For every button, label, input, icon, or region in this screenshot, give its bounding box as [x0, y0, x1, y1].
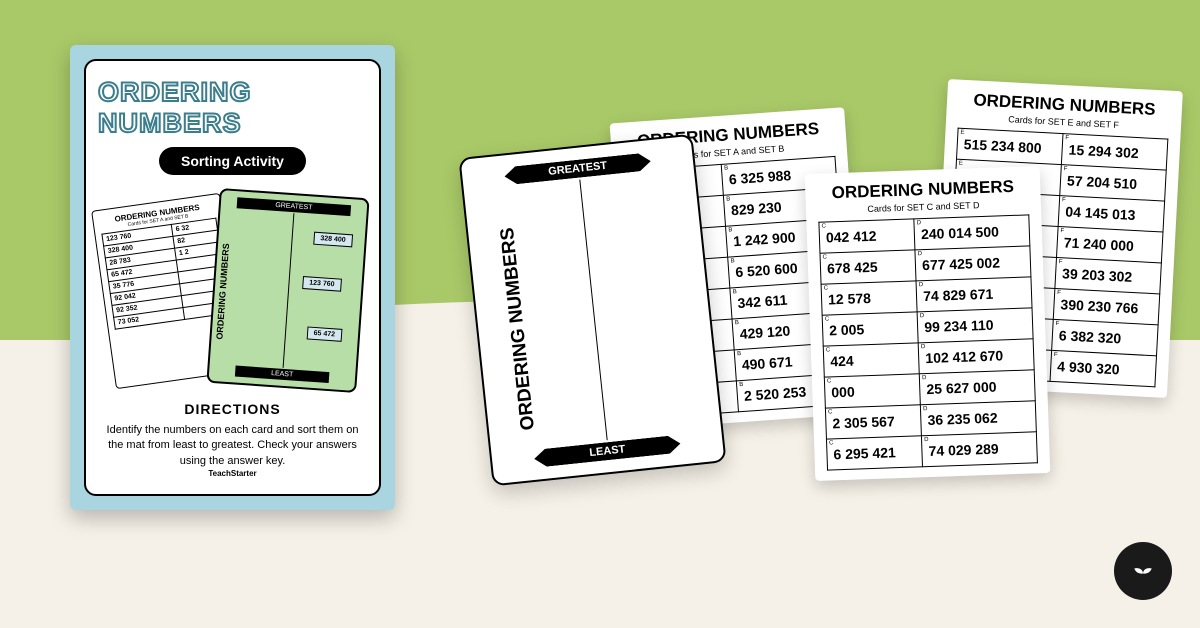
- number-cell: D36 235 062: [920, 401, 1036, 436]
- mockup-card: 123 760: [301, 276, 341, 292]
- mockup-side-label: ORDERING NUMBERS: [214, 242, 231, 339]
- mat-side-label: ORDERING NUMBERS: [497, 226, 540, 431]
- number-cell: C042 412: [819, 219, 915, 253]
- number-cell: D102 412 670: [918, 339, 1034, 374]
- poster-title: ORDERING NUMBERS: [98, 77, 367, 139]
- mockup-sheet-table: 123 7606 32328 4008228 7831 265 47235 77…: [101, 218, 229, 330]
- number-cell: F4 930 320: [1050, 350, 1156, 386]
- card-sheet-cd: ORDERING NUMBERS Cards for SET C and SET…: [805, 166, 1051, 481]
- poster-subtitle-pill: Sorting Activity: [159, 147, 306, 175]
- directions-heading: DIRECTIONS: [184, 401, 280, 417]
- mockup-card: 328 400: [312, 232, 352, 248]
- directions-text: Identify the numbers on each card and so…: [98, 423, 367, 469]
- instruction-poster: ORDERING NUMBERS Sorting Activity ORDERI…: [70, 45, 395, 510]
- number-cell: C678 425: [820, 250, 916, 284]
- number-cell: C2 305 567: [825, 405, 921, 439]
- sheet-table: C042 412D240 014 500C678 425D677 425 002…: [818, 214, 1038, 470]
- number-cell: D25 627 000: [919, 370, 1035, 405]
- number-cell: C424: [823, 343, 919, 377]
- mockup-mat: GREATEST ORDERING NUMBERS 328 400 123 76…: [206, 188, 369, 393]
- number-cell: C000: [824, 374, 920, 408]
- number-cell: C2 005: [822, 312, 918, 346]
- sorting-mat: GREATEST ORDERING NUMBERS LEAST: [458, 134, 726, 487]
- number-cell: C6 295 421: [826, 436, 922, 470]
- mat-divider: [579, 180, 608, 441]
- number-cell: D74 029 289: [922, 432, 1038, 467]
- number-cell: D99 234 110: [917, 308, 1033, 343]
- number-cell: D240 014 500: [914, 215, 1030, 250]
- brand-label: TeachStarter: [208, 469, 256, 482]
- mockup-least: LEAST: [234, 366, 329, 384]
- poster-mockup: ORDERING NUMBERS Cards for SET A and SET…: [103, 193, 363, 383]
- brand-logo: [1114, 542, 1172, 600]
- sprout-icon: [1128, 556, 1158, 586]
- number-cell: C12 578: [821, 281, 917, 315]
- mockup-vline: [282, 213, 294, 368]
- number-cell: D677 425 002: [915, 246, 1031, 281]
- mockup-card: 65 472: [306, 326, 342, 341]
- number-cell: D74 829 671: [916, 277, 1032, 312]
- mat-greatest-banner: GREATEST: [504, 152, 652, 185]
- poster-inner: ORDERING NUMBERS Sorting Activity ORDERI…: [84, 59, 381, 496]
